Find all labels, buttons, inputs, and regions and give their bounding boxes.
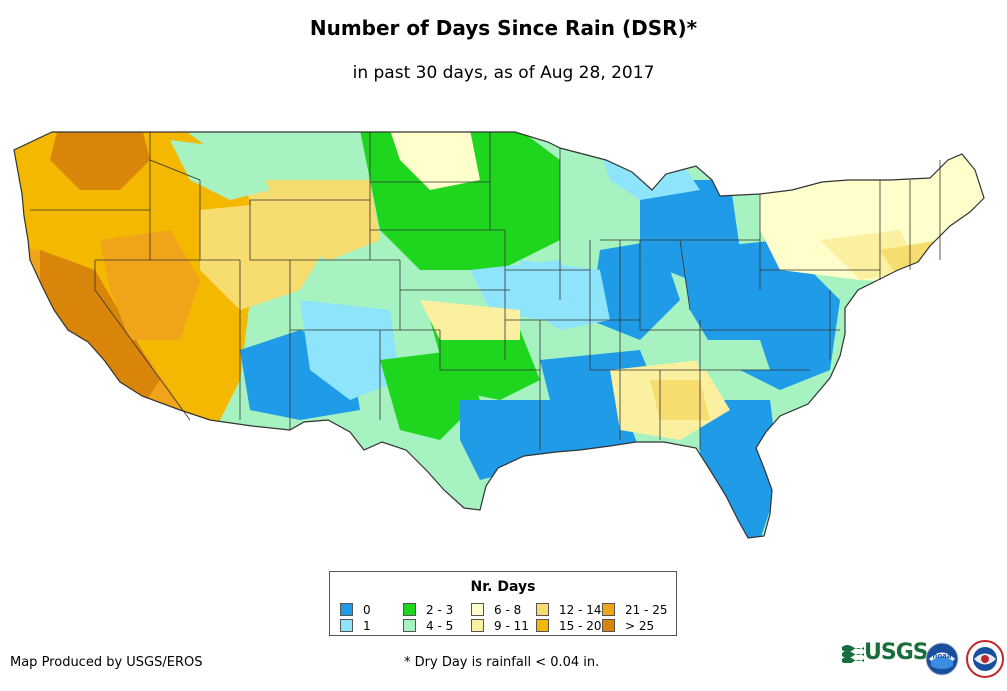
nws-logo (966, 640, 1004, 678)
legend-label: > 25 (625, 618, 655, 633)
legend-swatch (403, 619, 416, 632)
legend-title: Nr. Days (470, 579, 536, 595)
legend-swatch (340, 603, 353, 616)
legend-item-0: 0 (340, 602, 371, 617)
svg-text:noaa: noaa (932, 652, 952, 660)
legend-swatch (340, 619, 353, 632)
map-subtitle: in past 30 days, as of Aug 28, 2017 (352, 63, 655, 83)
legend-item-7: 15 - 20 (536, 618, 602, 633)
legend-label: 9 - 11 (494, 618, 529, 633)
legend-item-2: 2 - 3 (403, 602, 454, 617)
legend-swatch (536, 603, 549, 616)
dsr-map (13, 131, 985, 539)
legend-swatch (602, 603, 615, 616)
noaa-logo: noaa (925, 642, 959, 676)
legend-label: 12 - 14 (559, 602, 602, 617)
footnote: * Dry Day is rainfall < 0.04 in. (404, 655, 600, 670)
legend-label: 1 (363, 618, 371, 633)
legend-label: 2 - 3 (426, 602, 454, 617)
legend-item-3: 4 - 5 (403, 618, 454, 633)
usgs-logo-text: USGS (864, 640, 929, 665)
legend-label: 6 - 8 (494, 602, 522, 617)
usgs-logo: USGS (842, 640, 929, 665)
legend-item-6: 12 - 14 (536, 602, 602, 617)
legend-item-9: > 25 (602, 618, 655, 633)
usgs-wave-icon (842, 644, 864, 663)
legend-label: 0 (363, 602, 371, 617)
legend-label: 15 - 20 (559, 618, 602, 633)
legend-item-1: 1 (340, 618, 371, 633)
legend-label: 21 - 25 (625, 602, 668, 617)
state-boundaries (30, 132, 941, 450)
legend-item-5: 9 - 11 (471, 618, 529, 633)
legend: Nr. Days 0 1 2 - 3 4 - 5 6 - 8 9 - 11 12… (329, 571, 677, 636)
legend-label: 4 - 5 (426, 618, 454, 633)
legend-swatch (403, 603, 416, 616)
legend-swatch (471, 603, 484, 616)
legend-item-4: 6 - 8 (471, 602, 522, 617)
legend-swatch (471, 619, 484, 632)
legend-swatch (536, 619, 549, 632)
legend-item-8: 21 - 25 (602, 602, 668, 617)
map-title: Number of Days Since Rain (DSR)* (309, 16, 698, 40)
legend-swatch (602, 619, 615, 632)
map-credit: Map Produced by USGS/EROS (10, 655, 203, 670)
